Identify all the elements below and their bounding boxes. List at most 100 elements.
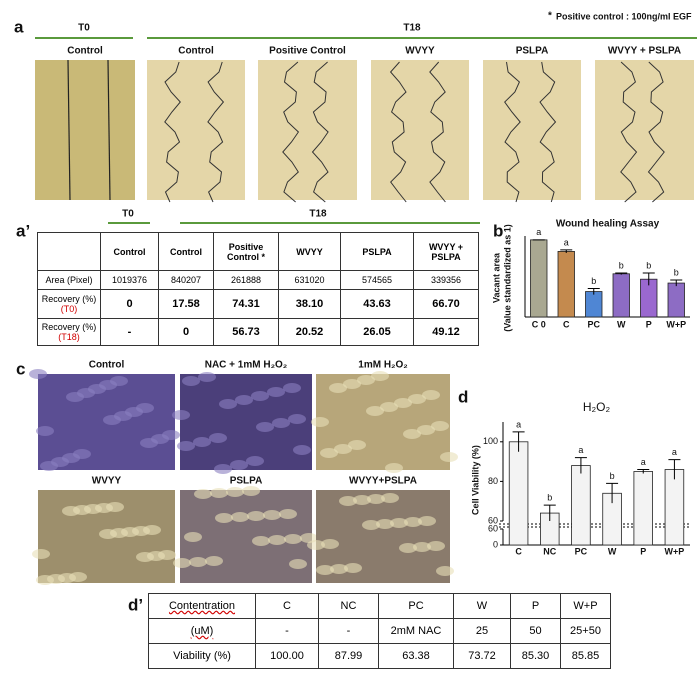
wound-edge — [620, 61, 638, 203]
cell-cluster — [231, 512, 249, 522]
cell-cluster — [219, 399, 237, 409]
y-tick-label: 60 — [488, 523, 498, 533]
image-label: NAC + 1mM H₂O₂ — [205, 360, 288, 371]
cell-cluster — [399, 543, 417, 553]
significance-label: b — [610, 471, 615, 481]
table-cell: 26.05 — [340, 318, 414, 346]
significance-label: b — [619, 260, 624, 270]
cell-cluster — [251, 391, 269, 401]
cell-cluster — [422, 390, 440, 400]
wound-edge — [311, 61, 329, 203]
wound-edge — [539, 61, 557, 203]
significance-label: a — [578, 445, 583, 455]
significance-label: a — [641, 457, 646, 467]
header-cell: Contentration — [148, 593, 256, 619]
row-head-sub: (T18) — [58, 332, 80, 342]
cell-cluster — [215, 513, 233, 523]
cell-cluster — [408, 394, 426, 404]
cell-cluster — [32, 549, 50, 559]
cell-cluster — [29, 369, 47, 379]
micrograph — [35, 60, 135, 200]
wound-edge — [282, 61, 300, 203]
table-cell: 840207 — [158, 270, 214, 290]
cell-cluster — [366, 406, 384, 416]
cell-cluster — [320, 448, 338, 458]
cell-cluster — [307, 540, 325, 550]
cell-cluster — [210, 488, 228, 498]
image-label: WVYY — [405, 46, 435, 57]
panel-label: c — [16, 359, 25, 378]
cell-cluster — [198, 372, 216, 382]
cell-cluster — [431, 421, 449, 431]
cell-cluster — [158, 550, 176, 560]
cell-cluster — [214, 464, 232, 474]
significance-label: a — [564, 237, 569, 247]
x-tick-label: P — [646, 319, 652, 329]
cell-cluster — [110, 376, 128, 386]
error-bar — [637, 469, 650, 474]
cell-cluster — [418, 516, 436, 526]
y-tick-label: 80 — [488, 476, 498, 486]
cell-cluster — [189, 557, 207, 567]
row-head-sub: (T0) — [60, 304, 78, 314]
error-bar — [574, 457, 587, 474]
table-cell: 339356 — [413, 270, 479, 290]
image-label: PSLPA — [230, 476, 263, 487]
image-label: WVYY+PSLPA — [349, 476, 417, 487]
cell-cluster — [293, 445, 311, 455]
table-cell: 73.72 — [453, 643, 511, 669]
significance-label: b — [646, 260, 651, 270]
table-cell: 20.52 — [278, 318, 341, 346]
significance-label: b — [674, 267, 679, 277]
cell-cluster — [193, 437, 211, 447]
cell-cluster — [184, 532, 202, 542]
significance-label: b — [547, 493, 552, 503]
y-tick-label: 0 — [493, 539, 498, 549]
cell-cluster — [343, 379, 361, 389]
cell-cluster — [247, 511, 265, 521]
cell-cluster — [268, 535, 286, 545]
wound-edge — [67, 59, 71, 201]
row-head: Area (Pixel) — [37, 270, 101, 290]
table-cell: 43.63 — [340, 289, 414, 319]
row-head: Viability (%) — [148, 643, 256, 669]
y-axis-label: (Value standardized as 1) — [502, 224, 512, 332]
table-cell: 574565 — [340, 270, 414, 290]
header-cell: W+P — [560, 593, 611, 619]
header-cell: WVYY — [278, 232, 341, 271]
cell-cluster — [385, 463, 403, 473]
x-tick-label: W — [617, 319, 626, 329]
wound-edge — [164, 61, 181, 203]
cell-cluster — [288, 414, 306, 424]
y-tick-label: 100 — [483, 436, 498, 446]
header-cell: P — [510, 593, 561, 619]
x-tick-label: PC — [587, 319, 600, 329]
table-cell: 25 — [453, 618, 511, 644]
viability-table: Contentration C NC PC W P W+P (uM) - -2mM NAC 25 50… — [148, 593, 611, 669]
x-tick-label: PC — [575, 546, 588, 556]
bar — [530, 239, 548, 318]
cell-cluster — [357, 375, 375, 385]
error-bar — [587, 287, 600, 295]
cell-cluster — [177, 441, 195, 451]
cell-cluster — [209, 433, 227, 443]
bar — [508, 441, 529, 546]
table-cell: 25+50 — [560, 618, 611, 644]
error-bar — [543, 504, 556, 521]
table-cell: 0 — [158, 318, 214, 346]
cell-cluster — [334, 444, 352, 454]
cell-cluster — [376, 519, 394, 529]
error-bar — [615, 272, 628, 275]
error-bar — [606, 482, 619, 504]
note-star: * — [548, 11, 552, 22]
cell-cluster — [242, 486, 260, 496]
cell-cluster — [136, 403, 154, 413]
significance-label: a — [672, 447, 677, 457]
cell-cluster — [205, 556, 223, 566]
header-cell: PC — [378, 593, 454, 619]
x-tick-label: W+P — [666, 319, 686, 329]
image-label: Control — [67, 46, 103, 57]
bar — [664, 469, 685, 546]
cell-cluster — [226, 487, 244, 497]
error-bar — [668, 459, 681, 480]
